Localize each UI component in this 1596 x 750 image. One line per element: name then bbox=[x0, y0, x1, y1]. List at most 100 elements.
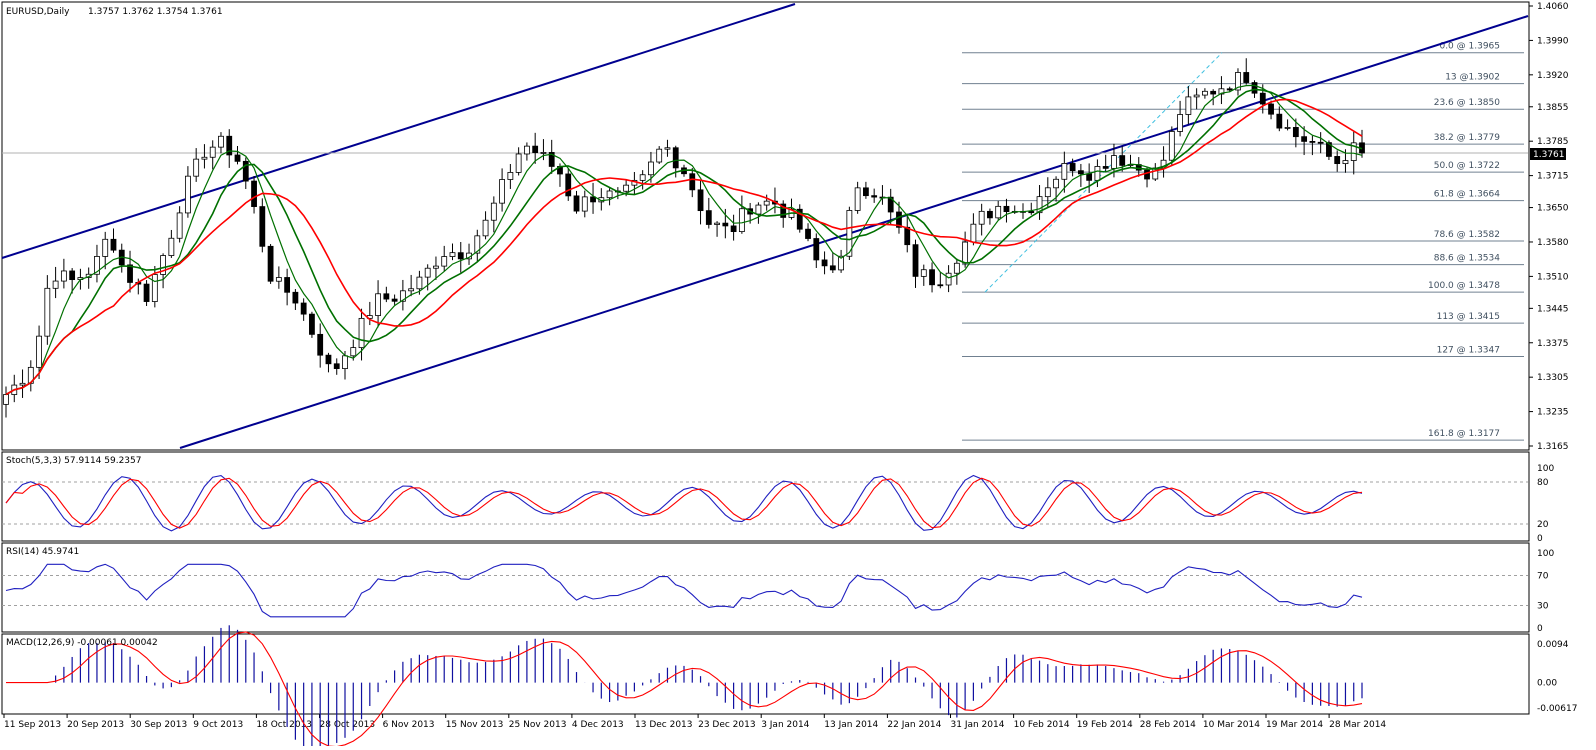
bull-candle bbox=[854, 187, 861, 211]
bear-candle bbox=[69, 270, 76, 281]
bear-candle bbox=[590, 196, 596, 203]
date-tick-label: 10 Feb 2014 bbox=[1014, 720, 1070, 730]
date-tick-label: 19 Feb 2014 bbox=[1077, 720, 1133, 730]
bull-candle bbox=[639, 174, 646, 181]
ohlc-readout: 1.3757 1.3762 1.3754 1.3761 bbox=[88, 7, 223, 17]
price-channel[interactable] bbox=[1, 3, 1529, 449]
bear-candle bbox=[127, 264, 133, 283]
bull-candle bbox=[160, 255, 166, 275]
fib-label: 161.8 @ 1.3177 bbox=[1428, 429, 1500, 439]
ma-fast-line bbox=[5, 88, 1363, 396]
osc-tick-label: 0 bbox=[1537, 534, 1543, 544]
bear-candle bbox=[887, 196, 894, 213]
bear-candle bbox=[1317, 141, 1324, 144]
rsi-tick-label: 30 bbox=[1537, 602, 1549, 612]
bull-candle bbox=[970, 223, 977, 243]
bear-candle bbox=[284, 277, 291, 293]
date-tick-label: 10 Mar 2014 bbox=[1203, 720, 1260, 730]
fib-label: 61.8 @ 1.3664 bbox=[1434, 190, 1501, 200]
bear-candle bbox=[457, 252, 464, 260]
bear-candle bbox=[292, 291, 299, 304]
bull-candle bbox=[408, 288, 415, 292]
price-tick-label: 1.3445 bbox=[1537, 304, 1569, 314]
bull-candle bbox=[375, 293, 381, 316]
bear-candle bbox=[300, 302, 307, 315]
stoch-panel[interactable] bbox=[1, 451, 1530, 542]
bull-candle bbox=[185, 175, 191, 214]
price-tick-label: 1.3650 bbox=[1537, 204, 1569, 214]
bull-candle bbox=[342, 355, 348, 369]
bear-candle bbox=[896, 211, 902, 228]
macd-tick-label: -0.00617 bbox=[1537, 704, 1577, 714]
bull-candle bbox=[1044, 187, 1051, 198]
bull-candle bbox=[449, 252, 456, 257]
bull-candle bbox=[838, 255, 844, 271]
bull-candle bbox=[1284, 127, 1291, 129]
bull-candle bbox=[433, 265, 439, 269]
current-price-label: 1.3761 bbox=[1533, 150, 1565, 160]
bear-candle bbox=[730, 225, 737, 233]
bull-candle bbox=[209, 146, 216, 158]
fib-label: 13 @1.3902 bbox=[1445, 73, 1500, 83]
price-panel[interactable] bbox=[1, 1, 1530, 451]
rsi-tick-label: 100 bbox=[1537, 549, 1554, 559]
date-tick-label: 25 Nov 2013 bbox=[509, 720, 567, 730]
rsi-panel[interactable] bbox=[1, 542, 1530, 633]
fib-label: 113 @ 1.3415 bbox=[1437, 312, 1500, 322]
bear-candle bbox=[1259, 92, 1266, 105]
bull-candle bbox=[424, 267, 431, 278]
bull-candle bbox=[953, 262, 960, 274]
stoch-label: Stoch(5,3,3) 57.9114 59.2357 bbox=[6, 456, 141, 466]
bull-candle bbox=[416, 276, 423, 290]
bull-candle bbox=[1185, 96, 1192, 115]
date-tick-label: 3 Jan 2014 bbox=[761, 720, 809, 730]
bull-candle bbox=[755, 204, 762, 215]
date-tick-label: 13 Dec 2013 bbox=[635, 720, 693, 730]
bear-candle bbox=[565, 173, 572, 197]
fibonacci-retracement[interactable]: 0.0 @ 1.3965 13 @1.3902 23.6 @ 1.3850 38.2 … bbox=[962, 42, 1524, 441]
bear-candle bbox=[912, 244, 919, 277]
price-tick-label: 1.3715 bbox=[1537, 172, 1569, 182]
bear-candle bbox=[813, 238, 820, 261]
bear-candle bbox=[863, 187, 869, 197]
bull-candle bbox=[978, 210, 985, 225]
bull-candle bbox=[763, 200, 770, 206]
macd-panel[interactable] bbox=[1, 633, 1530, 715]
bear-candle bbox=[1102, 166, 1109, 169]
price-tick-label: 1.3305 bbox=[1537, 373, 1569, 383]
bull-candle bbox=[920, 269, 927, 277]
price-tick-label: 1.3235 bbox=[1537, 408, 1569, 418]
bull-candle bbox=[350, 347, 357, 357]
date-tick-label: 9 Oct 2013 bbox=[193, 720, 243, 730]
bull-candle bbox=[1061, 163, 1068, 180]
bear-candle bbox=[1326, 142, 1332, 157]
bear-candle bbox=[1292, 127, 1299, 138]
osc-tick-label: 80 bbox=[1537, 478, 1549, 488]
fib-label: 78.6 @ 1.3582 bbox=[1434, 230, 1500, 240]
macd-tick-label: 0.00 bbox=[1537, 679, 1557, 689]
bear-candle bbox=[242, 160, 249, 182]
date-tick-label: 28 Mar 2014 bbox=[1329, 720, 1386, 730]
bull-candle bbox=[218, 135, 224, 148]
bear-candle bbox=[532, 145, 539, 154]
bear-candle bbox=[987, 210, 993, 219]
bull-candle bbox=[1168, 131, 1175, 161]
price-tick-label: 1.3510 bbox=[1537, 272, 1569, 282]
bull-candle bbox=[201, 156, 208, 160]
bull-candle bbox=[3, 394, 9, 405]
price-tick-label: 1.3580 bbox=[1537, 238, 1569, 248]
bull-candle bbox=[581, 196, 588, 212]
channel-upper-line bbox=[1, 3, 796, 259]
fib-label: 0.0 @ 1.3965 bbox=[1439, 42, 1500, 52]
osc-tick-label: 20 bbox=[1537, 520, 1549, 530]
bull-candle bbox=[52, 280, 59, 289]
date-tick-label: 30 Sep 2013 bbox=[130, 720, 187, 730]
fib-label: 50.0 @ 1.3722 bbox=[1434, 161, 1500, 171]
date-tick-label: 13 Jan 2014 bbox=[824, 720, 878, 730]
fib-label: 38.2 @ 1.3779 bbox=[1434, 133, 1501, 143]
bear-candle bbox=[1301, 136, 1308, 142]
current-price-marker bbox=[1530, 148, 1566, 160]
osc-tick-label: 100 bbox=[1537, 464, 1554, 474]
bear-candle bbox=[573, 195, 580, 212]
